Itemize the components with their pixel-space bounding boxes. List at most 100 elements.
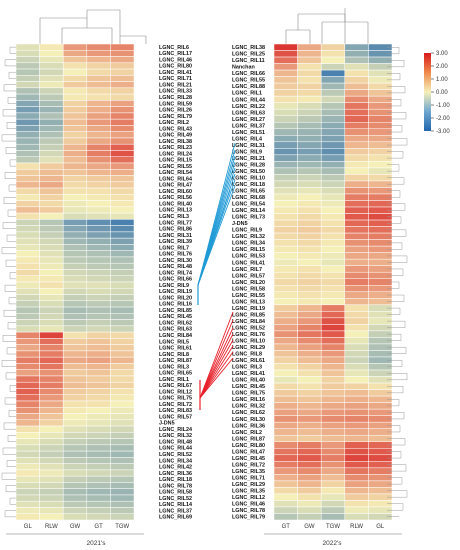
heatmap-cell xyxy=(15,425,40,433)
heatmap-cell xyxy=(62,256,88,264)
heatmap-cell xyxy=(86,200,111,208)
heatmap-cell xyxy=(86,325,111,333)
heatmap-cell xyxy=(273,376,298,384)
heatmap-cell xyxy=(62,394,88,402)
heatmap-cell xyxy=(297,121,322,130)
heatmap-cell xyxy=(62,68,88,76)
heatmap-cell xyxy=(297,513,322,521)
row-label: LGNC_RIL65 xyxy=(232,189,265,195)
heatmap-cell xyxy=(62,156,88,164)
heatmap-cell xyxy=(320,141,346,149)
heatmap-cell xyxy=(320,148,346,156)
heatmap-cell xyxy=(86,231,111,239)
heatmap-cell xyxy=(110,469,135,477)
row-label: LGNC_RIL47 xyxy=(232,449,265,455)
heatmap-cell xyxy=(273,408,298,416)
row-label: LGNC_RIL87 xyxy=(159,358,192,364)
row-label: LGNC_RIL59 xyxy=(159,101,192,107)
heatmap-cell xyxy=(297,343,322,351)
heatmap-cell xyxy=(15,350,40,358)
heatmap-cell xyxy=(110,187,135,195)
heatmap-cell xyxy=(86,319,111,327)
heatmap-cell xyxy=(110,169,135,176)
heatmap-cell xyxy=(39,206,64,214)
heatmap-cell xyxy=(39,500,64,508)
row-label: LGNC_RIL55 xyxy=(159,164,192,170)
heatmap-cell xyxy=(86,306,111,314)
row-label: LGNC_RIL20 xyxy=(159,295,192,301)
heatmap-cell xyxy=(62,143,88,151)
heatmap-cell xyxy=(62,363,88,370)
heatmap-cell xyxy=(344,448,369,456)
row-label: LGNC_RIL55 xyxy=(232,293,265,299)
heatmap-cell xyxy=(39,400,64,408)
heatmap-cell xyxy=(344,441,369,449)
heatmap-cell xyxy=(273,258,298,266)
heatmap-cell xyxy=(297,258,322,266)
heatmap-cell xyxy=(344,343,369,351)
heatmap-cell xyxy=(39,125,64,132)
heatmap-cell xyxy=(15,143,40,151)
heatmap-cell xyxy=(297,285,322,293)
heatmap-cell xyxy=(273,63,298,71)
heatmap-cell xyxy=(344,135,369,143)
heatmap-cell xyxy=(297,226,322,234)
row-label: LGNC_RIL32 xyxy=(159,433,192,439)
row-label: LGNC_RIL43 xyxy=(159,126,192,132)
heatmap-cell xyxy=(320,441,346,449)
heatmap-cell xyxy=(320,376,346,384)
heatmap-cell xyxy=(86,350,111,358)
heatmap-cell xyxy=(15,181,40,189)
heatmap-cell xyxy=(15,300,40,308)
heatmap-cell xyxy=(39,450,64,458)
heatmap-cell xyxy=(110,244,135,251)
row-label: LGNC_RIL23 xyxy=(159,145,192,151)
heatmap-cell xyxy=(86,344,111,352)
heatmap-cell xyxy=(39,438,64,446)
heatmap-cell xyxy=(320,128,346,136)
row-label: LGNC_RIL37 xyxy=(232,123,265,129)
heatmap-cell xyxy=(320,193,346,201)
row-label: LGNC_RIL83 xyxy=(159,408,192,414)
heatmap-cell xyxy=(15,507,40,514)
color-legend-bar xyxy=(424,53,431,131)
row-label: LGNC_RIL38 xyxy=(232,45,265,51)
heatmap-cell xyxy=(15,319,40,327)
heatmap-cell xyxy=(273,193,298,201)
heatmap-cell xyxy=(15,381,40,389)
heatmap-cell xyxy=(15,419,40,427)
heatmap-cell xyxy=(15,444,40,452)
heatmap-cell xyxy=(39,281,64,289)
heatmap-cell xyxy=(273,206,298,214)
heatmap-cell xyxy=(86,300,111,308)
heatmap-cell xyxy=(110,513,135,521)
row-label: LGNC_RIL78 xyxy=(232,508,265,514)
row-label: LGNC_RIL67 xyxy=(159,383,192,389)
heatmap-cell xyxy=(273,95,298,103)
row-label: LGNC_RIL8 xyxy=(159,352,189,358)
heatmap-cell xyxy=(297,350,322,358)
heatmap-cell xyxy=(273,506,298,514)
heatmap-cell xyxy=(344,474,369,482)
heatmap-cell xyxy=(273,239,298,247)
heatmap-cell xyxy=(344,271,369,279)
heatmap-cell xyxy=(320,239,346,247)
row-label: LGNC_RIL53 xyxy=(232,254,265,260)
heatmap-cell xyxy=(15,225,40,233)
heatmap-cell xyxy=(110,400,135,408)
heatmap-cell xyxy=(39,156,64,164)
heatmap-cell xyxy=(344,174,369,182)
heatmap-cell xyxy=(15,237,40,245)
row-label: LGNC_RIL12 xyxy=(159,389,192,395)
heatmap-cell xyxy=(273,330,298,338)
heatmap-cell xyxy=(320,167,346,175)
heatmap-cell xyxy=(110,68,135,76)
heatmap-cell xyxy=(86,156,111,164)
heatmap-cell xyxy=(86,244,111,251)
heatmap-cell xyxy=(62,457,88,464)
row-label: LGNC_RIL64 xyxy=(159,176,192,182)
row-label: LGNC_RIL35 xyxy=(232,469,265,475)
heatmap-cell xyxy=(320,395,346,403)
heatmap-cell xyxy=(86,212,111,220)
row-label: LGNC_RIL66 xyxy=(232,71,265,77)
